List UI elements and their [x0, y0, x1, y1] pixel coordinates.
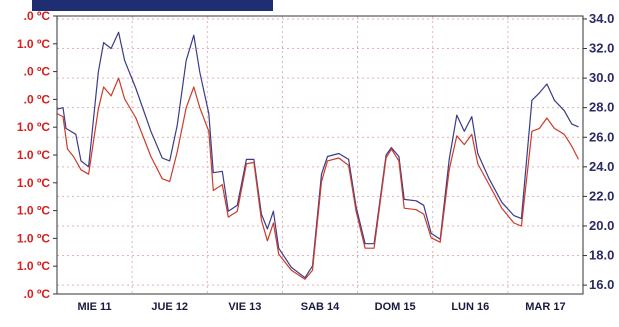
- left-tick-label: 1.0 ºC: [17, 259, 50, 273]
- x-tick-label: MIE 11: [77, 301, 111, 313]
- left-tick-label: .0 ºC: [24, 92, 51, 106]
- plot-frame: [56, 15, 584, 295]
- series-group: [56, 31, 580, 280]
- x-tick-label: DOM 15: [375, 301, 416, 313]
- left-tick-label: .0 ºC: [24, 65, 51, 79]
- title-box: [32, 0, 273, 11]
- right-tick-label: 34.0: [589, 11, 614, 26]
- left-tick-label: 1.0 ºC: [17, 37, 50, 51]
- left-tick-label: 1.0 ºC: [17, 231, 50, 245]
- right-tick-label: 22.0: [589, 188, 614, 203]
- x-tick-label: MAR 17: [525, 301, 565, 313]
- right-tick-label: 32.0: [589, 41, 614, 56]
- x-tick-label: SAB 14: [301, 301, 340, 313]
- series-line-1: [56, 31, 579, 279]
- series-line-2: [56, 77, 580, 280]
- grid: [57, 16, 583, 294]
- right-tick-label: 16.0: [589, 277, 614, 292]
- left-tick-label: .0 ºC: [24, 9, 51, 23]
- right-tick-label: 18.0: [589, 248, 614, 263]
- right-tick-label: 28.0: [589, 100, 614, 115]
- right-tick-label: 24.0: [589, 159, 614, 174]
- right-tick-label: 26.0: [589, 129, 614, 144]
- x-tick-label: LUN 16: [451, 301, 489, 313]
- left-tick-label: 1.0 ºC: [17, 120, 50, 134]
- left-axis: .0 ºC 1.0 ºC .0 ºC .0 ºC 1.0 ºC 1.0 ºC 1.0 ºC 1…: [17, 9, 57, 301]
- left-tick-label: 1.0 ºC: [17, 176, 50, 190]
- left-tick-label: .0 ºC: [24, 287, 51, 301]
- right-axis: 16.0 18.0 20.0 22.0 24.0 26.0 28.0 30.0 32.0 34.0: [583, 11, 614, 292]
- x-axis: MIE 11 JUE 12 VIE 13 SAB 14 DOM 15 LUN 16 MAR …: [77, 301, 565, 313]
- right-tick-label: 30.0: [589, 70, 614, 85]
- x-tick-label: VIE 13: [228, 301, 261, 313]
- x-tick-label: JUE 12: [151, 301, 188, 313]
- left-tick-label: 1.0 ºC: [17, 148, 50, 162]
- right-tick-label: 20.0: [589, 218, 614, 233]
- left-tick-label: 1.0 ºC: [17, 204, 50, 218]
